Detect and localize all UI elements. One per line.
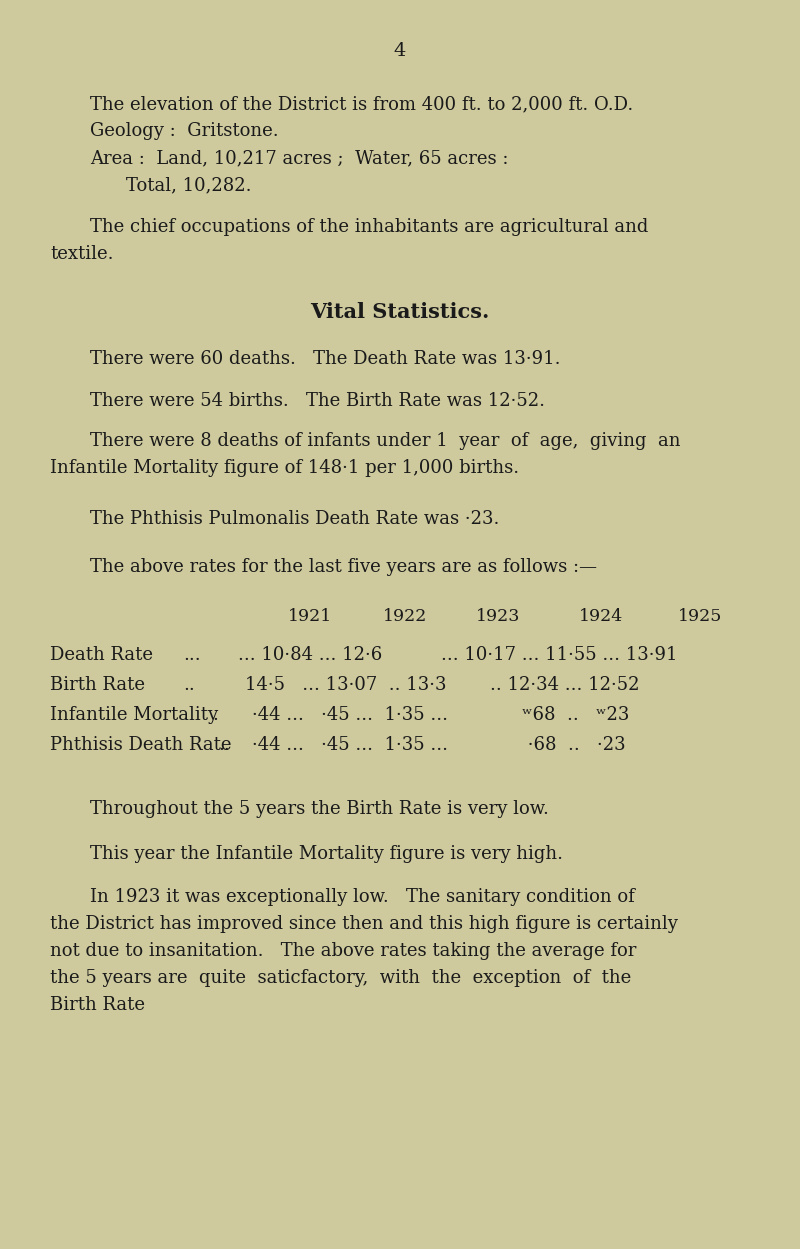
Text: the 5 years are  quite  saticfactory,  with  the  exception  of  the: the 5 years are quite saticfactory, with… <box>50 969 631 987</box>
Text: the District has improved since then and this high figure is certainly: the District has improved since then and… <box>50 916 678 933</box>
Text: Infantile Mortality: Infantile Mortality <box>50 706 218 724</box>
Text: 4: 4 <box>394 42 406 60</box>
Text: ·68  ..   ·23: ·68 .. ·23 <box>522 736 626 754</box>
Text: The Phthisis Pulmonalis Death Rate was ·23.: The Phthisis Pulmonalis Death Rate was ·… <box>90 510 499 528</box>
Text: Death Rate: Death Rate <box>50 646 153 664</box>
Text: There were 8 deaths of infants under 1  year  of  age,  giving  an: There were 8 deaths of infants under 1 y… <box>90 432 681 450</box>
Text: The chief occupations of the inhabitants are agricultural and: The chief occupations of the inhabitants… <box>90 219 648 236</box>
Text: ..: .. <box>183 676 194 694</box>
Text: Total, 10,282.: Total, 10,282. <box>126 176 251 194</box>
Text: .: . <box>212 706 218 724</box>
Text: This year the Infantile Mortality figure is very high.: This year the Infantile Mortality figure… <box>90 846 563 863</box>
Text: Phthisis Death Rate: Phthisis Death Rate <box>50 736 231 754</box>
Text: Area :  Land, 10,217 acres ;  Water, 65 acres :: Area : Land, 10,217 acres ; Water, 65 ac… <box>90 149 509 167</box>
Text: ..: .. <box>218 736 230 754</box>
Text: 1921: 1921 <box>288 608 332 624</box>
Text: ·44 ...   ·45 ...  1·35 ...: ·44 ... ·45 ... 1·35 ... <box>252 736 448 754</box>
Text: In 1923 it was exceptionally low.   The sanitary condition of: In 1923 it was exceptionally low. The sa… <box>90 888 634 906</box>
Text: ·44 ...   ·45 ...  1·35 ...: ·44 ... ·45 ... 1·35 ... <box>252 706 448 724</box>
Text: The elevation of the District is from 400 ft. to 2,000 ft. O.D.: The elevation of the District is from 40… <box>90 95 634 112</box>
Text: 1925: 1925 <box>678 608 722 624</box>
Text: Throughout the 5 years the Birth Rate is very low.: Throughout the 5 years the Birth Rate is… <box>90 801 549 818</box>
Text: textile.: textile. <box>50 245 114 264</box>
Text: 1922: 1922 <box>383 608 427 624</box>
Text: Birth Rate: Birth Rate <box>50 676 145 694</box>
Text: ...: ... <box>183 646 201 664</box>
Text: ... 10·17 ... 11·55 ... 13·91: ... 10·17 ... 11·55 ... 13·91 <box>441 646 678 664</box>
Text: 1923: 1923 <box>476 608 520 624</box>
Text: Infantile Mortality figure of 148·1 per 1,000 births.: Infantile Mortality figure of 148·1 per … <box>50 458 519 477</box>
Text: 14·5   ... 13·07  .. 13·3: 14·5 ... 13·07 .. 13·3 <box>245 676 446 694</box>
Text: Birth Rate: Birth Rate <box>50 995 145 1014</box>
Text: The above rates for the last five years are as follows :—: The above rates for the last five years … <box>90 558 597 576</box>
Text: There were 54 births.   The Birth Rate was 12·52.: There were 54 births. The Birth Rate was… <box>90 392 545 410</box>
Text: Geology :  Gritstone.: Geology : Gritstone. <box>90 122 278 140</box>
Text: ʷ68  ..   ʷ23: ʷ68 .. ʷ23 <box>522 706 630 724</box>
Text: 1924: 1924 <box>579 608 623 624</box>
Text: not due to insanitation.   The above rates taking the average for: not due to insanitation. The above rates… <box>50 942 636 960</box>
Text: .. 12·34 ... 12·52: .. 12·34 ... 12·52 <box>490 676 639 694</box>
Text: ... 10·84 ... 12·6: ... 10·84 ... 12·6 <box>238 646 382 664</box>
Text: Vital Statistics.: Vital Statistics. <box>310 302 490 322</box>
Text: There were 60 deaths.   The Death Rate was 13·91.: There were 60 deaths. The Death Rate was… <box>90 350 561 368</box>
